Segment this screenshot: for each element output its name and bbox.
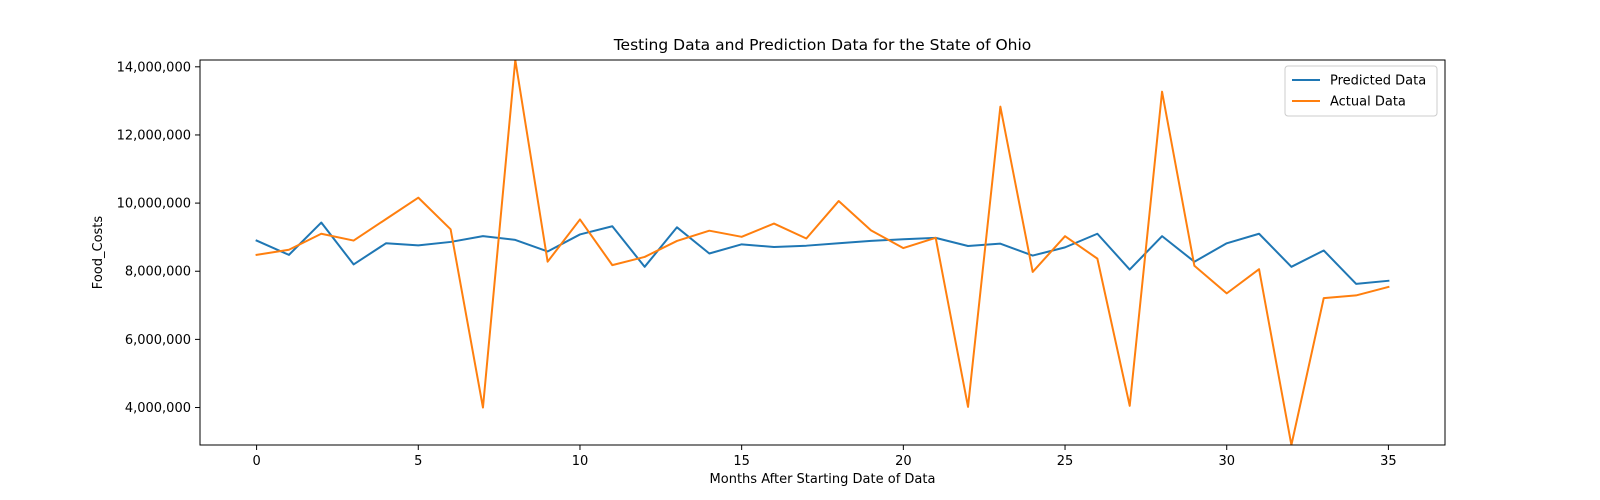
x-tick-label: 25 bbox=[1057, 454, 1074, 469]
legend-box bbox=[1284, 65, 1438, 117]
series-lines bbox=[255, 60, 1390, 445]
y-tick-label: 10,000,000 bbox=[117, 197, 191, 212]
legend: Predicted Data Actual Data bbox=[1284, 65, 1438, 117]
y-tick-label: 8,000,000 bbox=[125, 265, 191, 280]
x-tick-label: 15 bbox=[733, 454, 750, 469]
x-tick-label: 10 bbox=[572, 454, 589, 469]
y-axis-ticks: 4,000,000 6,000,000 8,000,000 10,000,000 12,… bbox=[117, 60, 200, 416]
y-tick-label: 14,000,000 bbox=[117, 60, 191, 75]
y-tick-label: 12,000,000 bbox=[117, 128, 191, 143]
chart-title: Testing Data and Prediction Data for the… bbox=[613, 36, 1032, 54]
y-tick-label: 4,000,000 bbox=[125, 401, 191, 416]
series-line-predicted bbox=[255, 221, 1390, 285]
x-tick-label: 0 bbox=[252, 454, 260, 469]
legend-label: Predicted Data bbox=[1330, 74, 1426, 89]
y-tick-label: 6,000,000 bbox=[125, 333, 191, 348]
x-axis-label: Months After Starting Date of Data bbox=[710, 472, 936, 487]
series-line-actual bbox=[255, 60, 1390, 445]
y-axis-label: Food_Costs bbox=[91, 216, 106, 290]
x-axis-ticks: 0 5 10 15 20 25 30 35 bbox=[252, 445, 1397, 469]
x-tick-label: 30 bbox=[1218, 454, 1235, 469]
x-tick-label: 20 bbox=[895, 454, 912, 469]
x-tick-label: 35 bbox=[1380, 454, 1397, 469]
plot-frame bbox=[199, 59, 1446, 446]
x-tick-label: 5 bbox=[414, 454, 422, 469]
legend-label: Actual Data bbox=[1330, 95, 1406, 110]
